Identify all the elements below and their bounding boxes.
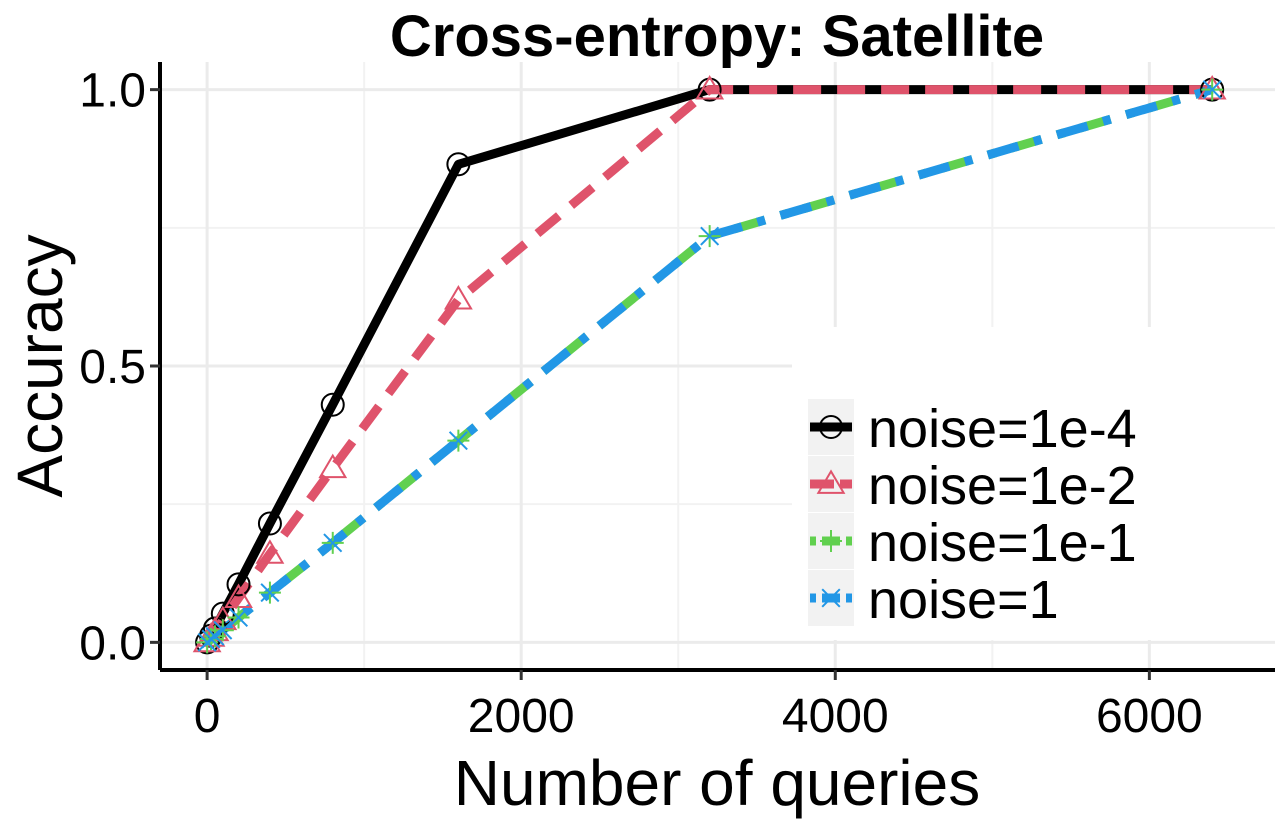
data-point bbox=[213, 620, 233, 640]
data-point bbox=[695, 75, 725, 100]
data-point bbox=[205, 626, 225, 646]
data-point bbox=[443, 285, 473, 310]
series-layer bbox=[192, 75, 1227, 655]
data-point bbox=[229, 607, 249, 627]
x-tick-label: 2000 bbox=[468, 690, 575, 743]
data-point bbox=[260, 583, 280, 603]
y-tick-label: 1.0 bbox=[79, 65, 146, 118]
axes: 0 2000 4000 6000 0.0 0.5 1.0 bbox=[79, 62, 1275, 743]
legend-key-marker bbox=[819, 415, 843, 439]
data-point bbox=[1202, 80, 1222, 100]
data-point bbox=[446, 152, 471, 177]
legend-label: noise=1e-1 bbox=[868, 513, 1137, 573]
x-tick-label: 0 bbox=[194, 690, 221, 743]
data-point bbox=[320, 392, 345, 417]
chart-title: Cross-entropy: Satellite bbox=[390, 4, 1044, 69]
data-point bbox=[257, 511, 282, 536]
legend-label: noise=1e-2 bbox=[868, 456, 1137, 516]
data-point bbox=[255, 539, 285, 564]
y-tick-label: 0.5 bbox=[79, 341, 146, 394]
legend-key-marker bbox=[816, 469, 846, 494]
data-point bbox=[323, 533, 343, 553]
x-axis-label: Number of queries bbox=[454, 747, 980, 819]
data-point bbox=[700, 226, 720, 246]
legend-label: noise=1e-4 bbox=[868, 399, 1137, 459]
legend-key-marker bbox=[820, 530, 842, 552]
x-tick-label: 6000 bbox=[1096, 690, 1203, 743]
x-tick-label: 4000 bbox=[782, 690, 889, 743]
legend-key-marker bbox=[821, 588, 841, 608]
data-point bbox=[448, 431, 468, 451]
legend-label: noise=1 bbox=[868, 570, 1059, 630]
data-point bbox=[226, 572, 251, 597]
data-point bbox=[318, 453, 348, 479]
y-axis-label: Accuracy bbox=[4, 234, 76, 497]
legend-background bbox=[792, 327, 1282, 640]
y-tick-label: 0.0 bbox=[79, 617, 146, 670]
